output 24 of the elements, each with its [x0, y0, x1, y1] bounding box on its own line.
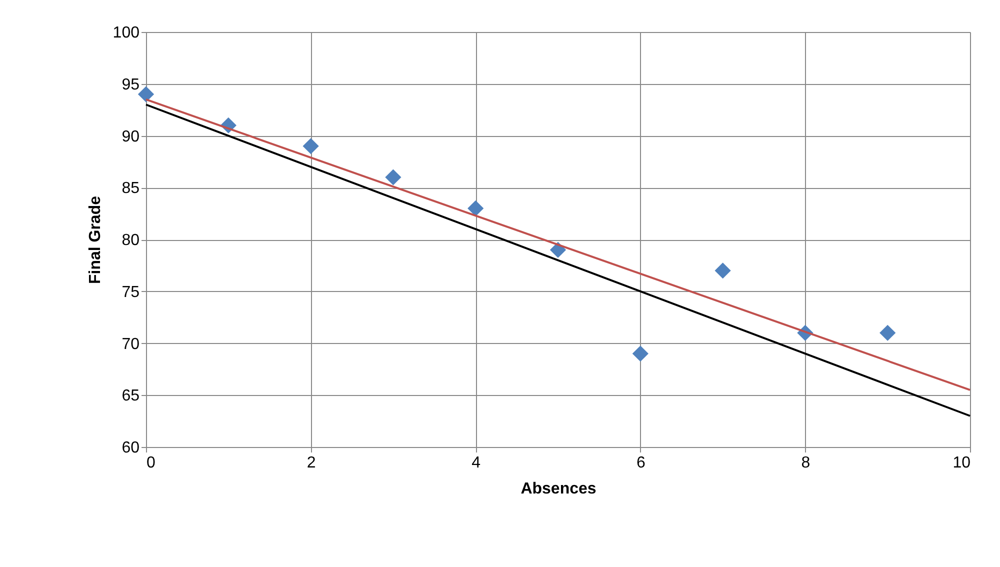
- y-tick-label: 65: [122, 388, 140, 405]
- y-tick-label: 100: [112, 24, 140, 42]
- y-tick-label: 90: [122, 128, 140, 146]
- point: [880, 324, 896, 341]
- point: [385, 169, 402, 186]
- x-tick-label: 10: [952, 454, 971, 472]
- point: [468, 200, 484, 216]
- point: [714, 262, 731, 279]
- y-tick-label: 85: [122, 180, 140, 198]
- y-tick-label: 95: [122, 76, 140, 94]
- x-tick-label: 8: [801, 454, 810, 472]
- x-tick-label: 0: [146, 454, 156, 472]
- x-tick-label: 2: [306, 454, 316, 472]
- y-tick-label: 80: [122, 232, 140, 249]
- point: [302, 138, 319, 154]
- y-tick-label: 60: [122, 440, 140, 456]
- point: [632, 346, 648, 362]
- point: [138, 86, 154, 102]
- y-axis-title: Final Grade: [86, 196, 104, 284]
- x-tick-label: 4: [472, 454, 481, 472]
- y-tick-label: 70: [122, 336, 140, 353]
- x-tick-label: 6: [636, 454, 646, 472]
- x-axis-title: Absences: [520, 480, 596, 498]
- y-tick-label: 75: [122, 284, 140, 301]
